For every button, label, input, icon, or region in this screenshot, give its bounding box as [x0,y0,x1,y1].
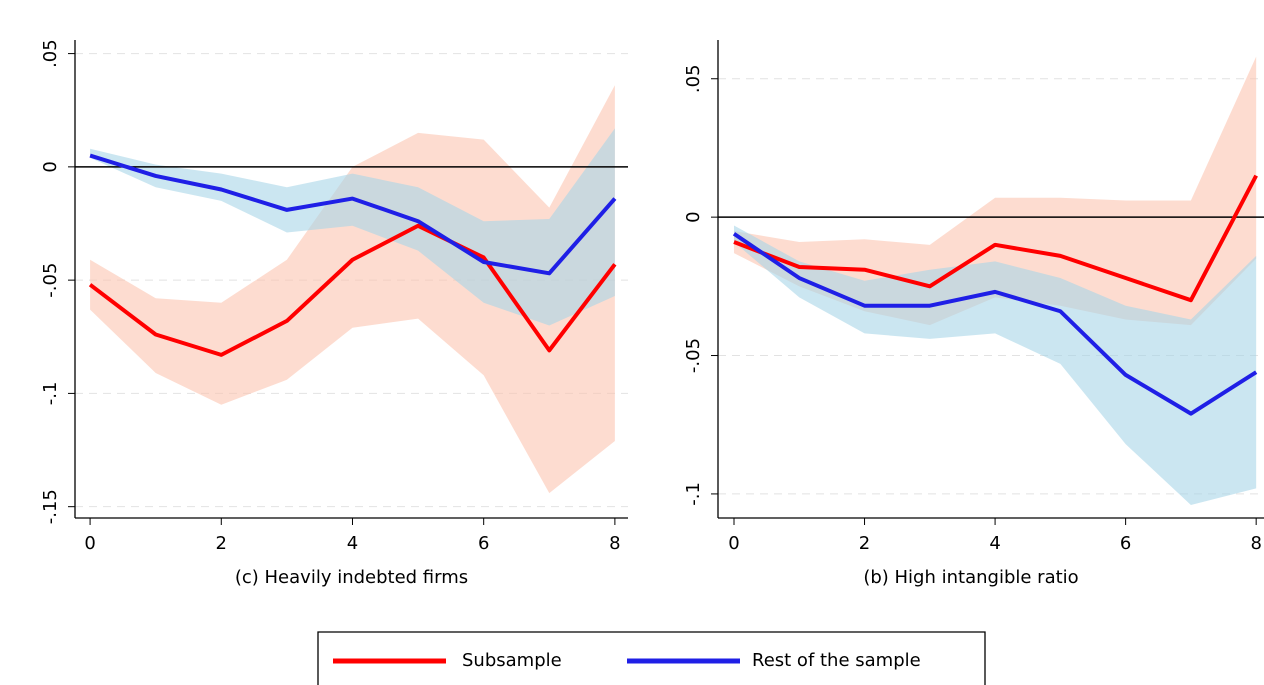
x-tick-label: 2 [216,533,227,554]
legend-frame [317,631,986,685]
y-tick-label: 0 [683,211,704,222]
x-tick-label: 8 [609,533,620,554]
legend: Subsample Rest of the sample [317,631,986,685]
x-tick-label: 6 [1120,533,1131,554]
x-tick-label: 4 [989,533,1000,554]
y-tick-label: -.1 [40,382,61,406]
y-tick-label: -.05 [683,338,704,373]
x-tick-label: 4 [347,533,358,554]
plot [75,85,628,494]
y-tick-label: .05 [40,39,61,68]
series-line [733,174,1258,303]
confidence-band [90,128,615,326]
x-tick-label: 6 [478,533,489,554]
confidence-band [90,85,615,494]
legend-label: Rest of the sample [752,650,921,671]
panel-title: (b) High intangible ratio [863,567,1078,588]
y-tick-label: -.1 [683,482,704,506]
series-line [89,153,617,276]
x-tick-label: 0 [84,533,95,554]
series-line [88,223,617,357]
y-tick-label: .05 [683,64,704,93]
x-tick-label: 0 [728,533,739,554]
y-tick-label: 0 [40,161,61,172]
panel-title: (c) Heavily indebted firms [235,567,468,588]
x-tick-label: 8 [1250,533,1261,554]
confidence-band [733,56,1257,326]
plot [718,56,1264,505]
legend-label: Subsample [462,650,562,671]
y-tick-label: -.15 [40,489,61,524]
confidence-band [733,225,1257,505]
series-line [732,232,1258,416]
x-tick-label: 2 [859,533,870,554]
y-tick-label: -.05 [40,263,61,298]
